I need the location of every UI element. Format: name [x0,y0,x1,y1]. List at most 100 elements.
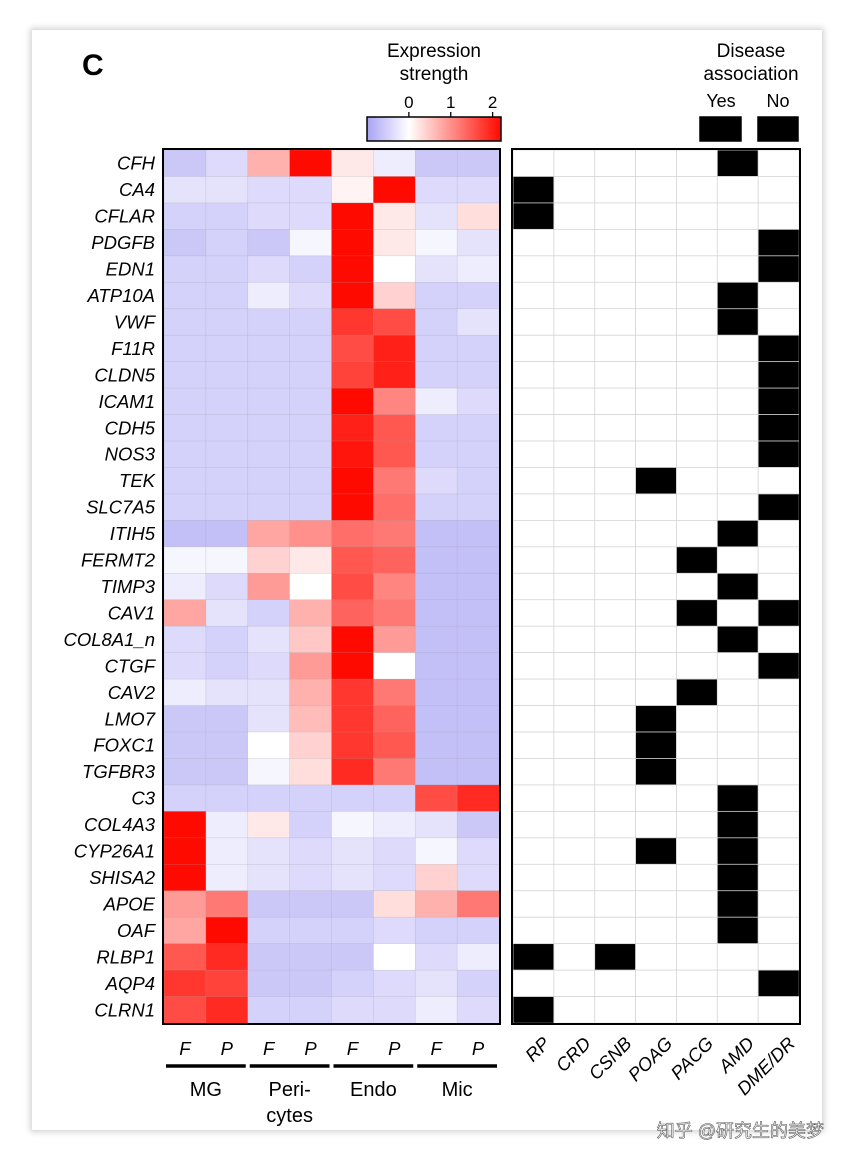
heatmap-cell [163,625,207,654]
disease-cell-no [716,387,759,416]
heatmap-cell [163,731,207,760]
heatmap-cell [289,705,333,733]
disease-cell-no [676,890,718,918]
disease-cell-no [757,890,800,918]
heatmap-cell [456,414,500,442]
disease-cell-no [676,810,718,839]
heatmap-cell [289,996,333,1024]
disease-cell-no [757,519,800,548]
heatmap-cell [414,625,458,654]
disease-cell-yes [594,943,637,971]
heatmap-cell [247,572,291,601]
disease-label: POAG [624,1033,677,1086]
heatmap-cell [456,493,500,521]
disease-cell-no [594,546,637,574]
disease-cell-no [757,863,800,892]
disease-cell-no [553,705,596,733]
disease-cell-yes [716,308,759,336]
disease-cell-yes [757,361,800,389]
heatmap-cell [289,572,333,601]
heatmap-cell [373,202,416,230]
heatmap-cell [163,440,207,469]
heatmap-cell [289,969,333,998]
heatmap-cell [289,176,333,204]
gene-label: ITIH5 [110,523,156,544]
heatmap-cell [163,890,207,918]
heatmap-cell [414,916,458,945]
disease-cell-yes [716,625,759,654]
heatmap-cell [331,440,374,469]
disease-cell-yes [716,863,759,892]
disease-cell-yes [676,599,718,627]
heatmap-cell [373,625,416,654]
heatmap-cell [205,440,249,469]
heatmap-cell [373,996,416,1024]
heatmap-cell [456,678,500,707]
disease-cell-no [757,758,800,786]
gene-label: AQP4 [105,973,155,994]
disease-cell-no [512,572,555,601]
heatmap-cell [414,334,458,363]
group-label: Mic [442,1079,473,1101]
disease-cell-no [635,176,678,204]
disease-cell-no [757,281,800,310]
gene-label: ICAM1 [98,391,155,412]
gene-label: CTGF [105,655,157,676]
disease-cell-no [553,202,596,230]
heatmap-cell [456,731,500,760]
column-label: P [304,1038,317,1059]
disease-cell-no [594,599,637,627]
disease-cell-no [716,705,759,733]
disease-cell-no [757,731,800,760]
heatmap-cell [163,520,207,548]
gene-label: RLBP1 [96,946,155,967]
heatmap-cell [289,308,333,336]
heatmap-cell [331,784,374,812]
disease-cell-no [635,572,678,601]
heatmap-cell [247,705,291,733]
disease-cell-yes [635,705,678,733]
group-label-line2: cytes [266,1105,313,1127]
heatmap-cell [163,467,207,495]
disease-cell-no [553,916,596,945]
heatmap-cell [456,996,500,1024]
heatmap-cell [163,837,207,865]
disease-cell-no [553,599,596,627]
heatmap-cell [163,387,207,416]
disease-cell-no [676,308,718,336]
heatmap-cell [414,308,458,336]
disease-cell-no [635,308,678,336]
disease-cell-no [716,334,759,363]
disease-cell-no [635,255,678,283]
heatmap-cell [456,625,500,654]
heatmap-cell [456,308,500,336]
heatmap-cell [205,414,249,442]
heatmap-cell [331,758,374,786]
heatmap-cell [205,678,249,707]
disease-cell-no [676,440,718,469]
heatmap-cell [247,969,291,998]
disease-cell-no [594,837,637,865]
disease-cell-no [716,758,759,786]
disease-cell-no [512,546,555,574]
heatmap-cell [373,890,416,918]
gene-label: TIMP3 [101,576,156,597]
gene-label: COL8A1_n [63,629,155,650]
heatmap-cell [373,784,416,812]
heatmap-cell [331,387,374,416]
disease-cell-no [553,176,596,204]
panel-label: C [82,49,104,82]
disease-cell-no [716,176,759,204]
heatmap-cell [247,731,291,760]
disease-legend-title-line2: association [703,64,798,85]
disease-cell-no [594,281,637,310]
disease-label: RP [521,1032,554,1065]
disease-cell-no [553,625,596,654]
gene-label: CAV1 [108,602,155,623]
heatmap-cell [205,229,249,257]
heatmap-cell [373,414,416,442]
heatmap-cell [247,996,291,1024]
disease-cell-no [635,996,678,1024]
disease-cell-no [553,810,596,839]
disease-cell-no [757,149,800,178]
